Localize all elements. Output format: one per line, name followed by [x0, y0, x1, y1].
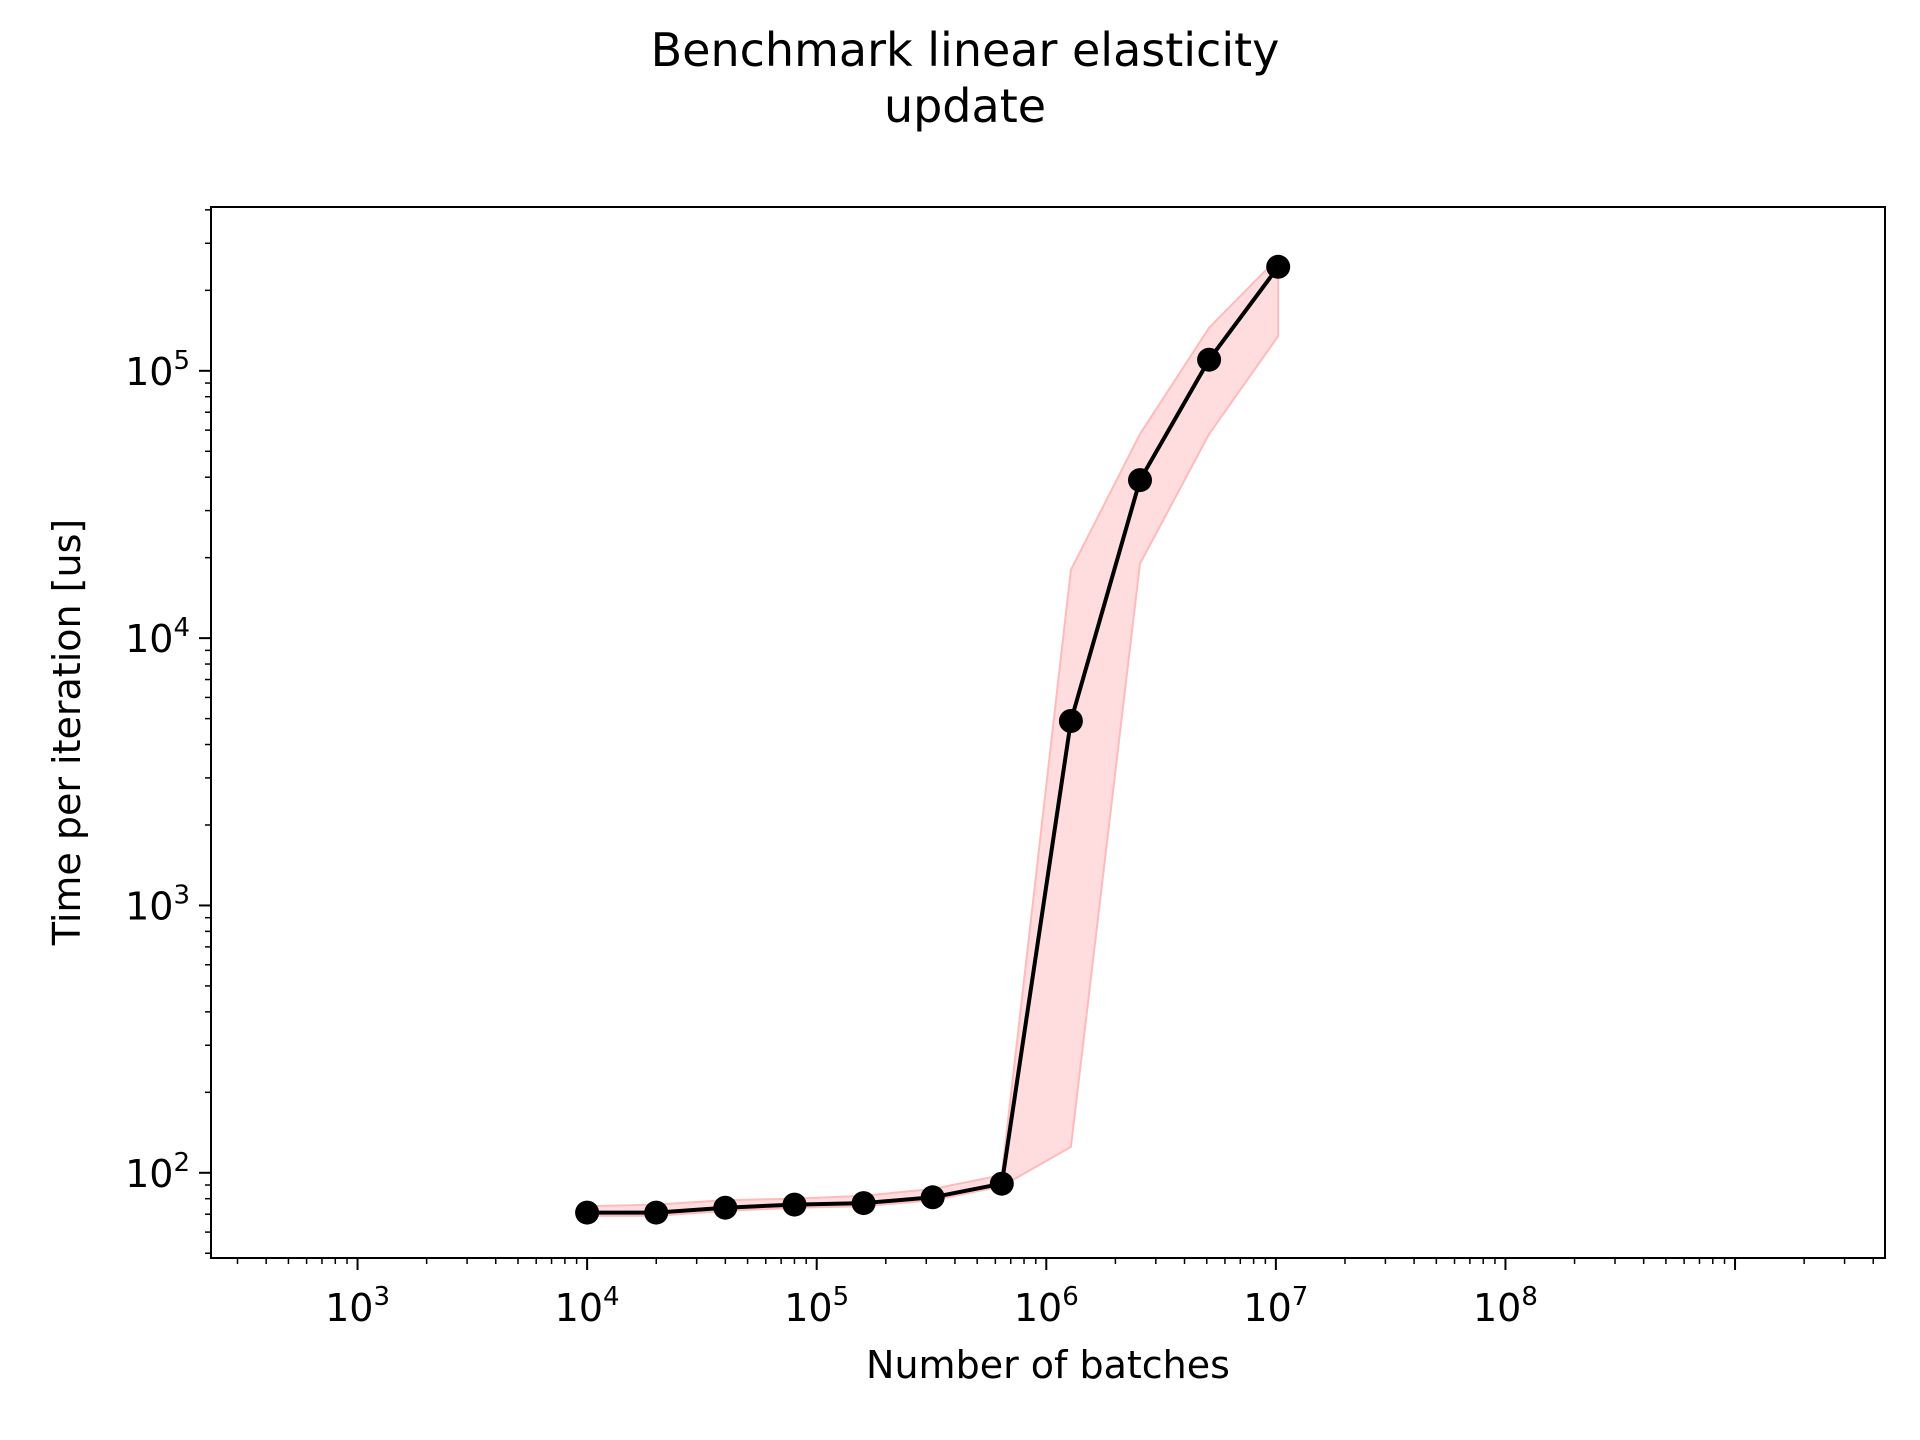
plot-frame [210, 206, 1886, 1259]
x-tick-label: 103 [325, 1282, 390, 1330]
error-band [586, 255, 1280, 1217]
series-layer [575, 254, 1291, 1225]
x-tick-label: 104 [555, 1282, 620, 1330]
y-tick-label: 104 [125, 613, 190, 661]
y-axis-label: Time per iteration [us] [45, 519, 89, 946]
data-point-8 [1128, 468, 1152, 493]
data-point-4 [851, 1191, 876, 1216]
data-point-6 [989, 1171, 1014, 1196]
y-tick-label: 102 [125, 1148, 190, 1196]
data-point-5 [920, 1185, 945, 1210]
chart-subtitle: update [884, 79, 1046, 133]
data-point-9 [1197, 347, 1222, 372]
x-tick-label: 106 [1014, 1282, 1079, 1330]
x-tick-label: 107 [1243, 1282, 1308, 1330]
data-point-0 [575, 1200, 600, 1225]
error-band-layer [586, 255, 1280, 1217]
x-tick-label: 105 [784, 1282, 849, 1330]
y-tick-label: 105 [125, 346, 190, 394]
data-point-2 [713, 1195, 738, 1220]
data-point-3 [782, 1192, 807, 1217]
data-point-10 [1266, 254, 1291, 279]
y-axis-ticks: 102 103 104 105 [125, 209, 211, 1255]
x-tick-label: 108 [1473, 1282, 1538, 1330]
data-point-7 [1058, 709, 1083, 733]
x-axis-ticks: 103 104 105 106 107 108 [236, 1258, 1875, 1330]
y-tick-label: 103 [125, 880, 190, 928]
chart-title: Benchmark linear elasticity [651, 23, 1280, 77]
data-point-1 [644, 1200, 669, 1225]
x-axis-label: Number of batches [866, 1343, 1230, 1387]
